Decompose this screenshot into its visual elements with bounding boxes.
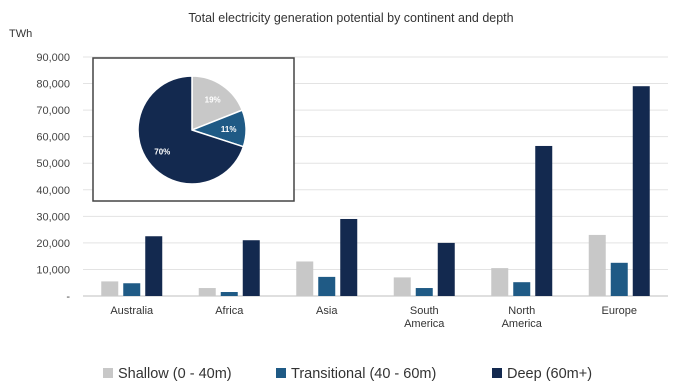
x-tick-label: America [404,318,445,330]
pie-label: 70% [154,148,170,157]
bar [220,292,238,296]
x-tick-label: Europe [602,305,637,317]
bar [535,145,553,296]
x-tick-label: South [410,305,439,317]
y-tick-label: 80,000 [36,79,70,91]
legend-swatch [276,368,286,378]
bar [101,281,119,296]
x-tick-label: North [508,305,535,317]
x-axis-categories: Australia Africa Asia SouthAmericaNorthAmer… [110,305,637,330]
legend-label: Shallow (0 - 40m) [118,366,232,382]
legend-swatch [103,368,113,378]
bar [296,261,314,296]
bar [318,276,336,296]
y-tick-label: 20,000 [36,238,70,250]
legend: Shallow (0 - 40m) Transitional (40 - 60m)… [103,366,592,382]
bar [610,262,628,296]
bar [632,86,650,296]
y-axis-ticks: - 10,000 20,000 30,000 40,000 50,000 60,000 70,… [36,52,70,303]
y-tick-label: 30,000 [36,211,70,223]
bar [145,236,163,296]
y-tick-label: 10,000 [36,264,70,276]
chart-title: Total electricity generation potential b… [188,11,513,25]
y-tick-label: 50,000 [36,158,70,170]
bar [415,288,433,296]
x-tick-label: Asia [316,305,338,317]
legend-label: Deep (60m+) [507,366,592,382]
legend-label: Transitional (40 - 60m) [291,366,436,382]
pie-inset: 19% 11% 70% [92,57,295,202]
bar [340,218,358,296]
pie-label: 11% [221,125,237,134]
x-tick-label: America [502,318,543,330]
bar [393,277,411,296]
pie-slice [137,75,245,185]
bar [513,282,531,296]
bar [588,234,606,296]
y-tick-label: 40,000 [36,185,70,197]
y-tick-label: 90,000 [36,52,70,64]
bar [123,283,141,296]
legend-swatch [492,368,502,378]
bar-series [101,86,650,296]
bar [437,242,455,296]
bar [198,288,216,296]
x-tick-label: Australia [110,305,154,317]
y-tick-label: - [66,291,70,303]
y-tick-label: 60,000 [36,132,70,144]
bar [242,240,260,296]
y-axis-unit: TWh [9,28,32,40]
y-tick-label: 70,000 [36,105,70,117]
pie-slice [191,75,244,132]
pie-label: 19% [205,96,221,105]
x-tick-label: Africa [215,305,244,317]
bar [491,268,509,296]
